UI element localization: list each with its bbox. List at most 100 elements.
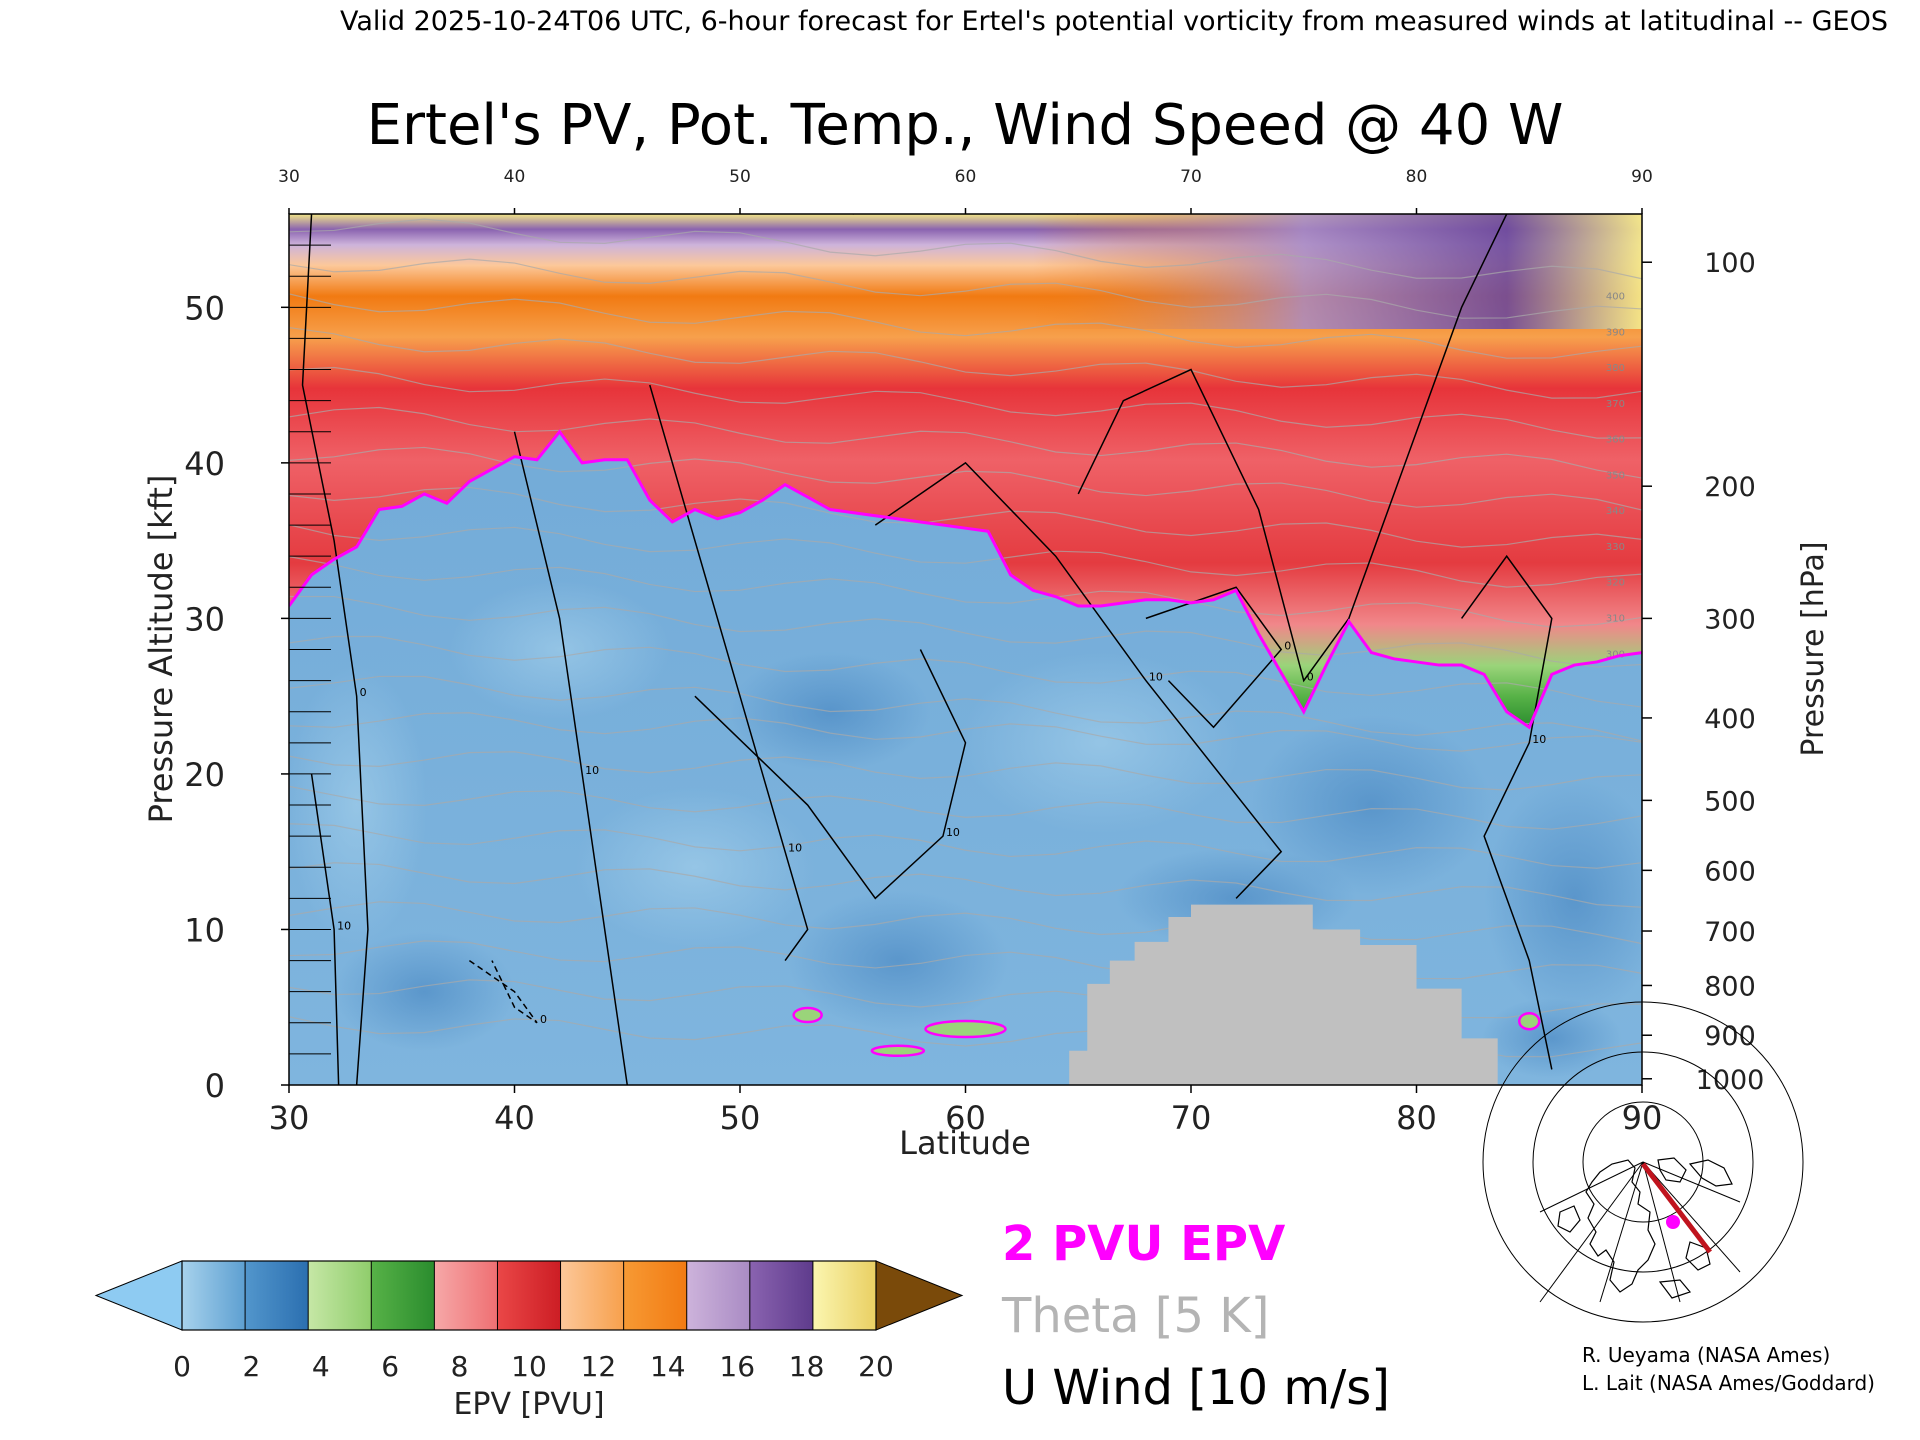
u-wind-label: 0 — [1284, 640, 1291, 653]
map-latitude-ring — [1532, 1051, 1754, 1273]
colorbar-segment — [560, 1261, 625, 1330]
y-tick-label: 20 — [184, 756, 225, 794]
theta-contour — [289, 446, 1642, 511]
epv-texture-blob — [960, 652, 1241, 833]
theta-label: 370 — [1606, 399, 1625, 410]
upper-stratosphere-tint — [289, 214, 1642, 329]
colorbar-segment — [623, 1261, 688, 1330]
x-tick-label: 40 — [494, 1099, 535, 1137]
theta-contour — [289, 366, 1642, 439]
pressure-tick-label: 100 — [1704, 248, 1756, 279]
theta-contour — [289, 862, 1642, 908]
u-wind-label: 0 — [540, 1013, 547, 1026]
x-axis-label: Latitude — [899, 1124, 1031, 1162]
pressure-tick-label: 500 — [1704, 786, 1756, 817]
theta-contour — [289, 218, 1642, 280]
u-wind-label: 0 — [1307, 671, 1314, 684]
theta-contour — [289, 901, 1642, 945]
u-wind-contour — [1145, 586, 1283, 729]
y-tick-label: 40 — [184, 445, 225, 483]
low-level-pv-patch — [792, 1006, 823, 1024]
u-wind-label: 10 — [337, 919, 351, 932]
colorbar-tick-label: 12 — [581, 1350, 617, 1383]
credit-line-1: R. Ueyama (NASA Ames) — [1582, 1343, 1830, 1367]
epv-texture-blob — [787, 890, 1008, 1031]
colorbar-over-arrow — [875, 1260, 964, 1331]
colorbar-tick-label: 4 — [312, 1350, 330, 1383]
epv-texture-blob — [449, 579, 670, 720]
pressure-tick-label: 600 — [1704, 856, 1756, 887]
colorbar-tick-label: 14 — [650, 1350, 686, 1383]
colorbar-frame — [181, 1260, 877, 1331]
theta-contour — [289, 823, 1642, 869]
x-tick-label: 50 — [720, 1099, 761, 1137]
colorbar-segment — [497, 1261, 562, 1330]
epv-texture-blob — [289, 665, 427, 945]
theta-contour — [289, 555, 1642, 628]
locator-map — [1482, 1001, 1804, 1323]
theta-label: 320 — [1606, 578, 1625, 589]
top-tick-label: 30 — [278, 167, 300, 187]
colorbar-segment — [749, 1261, 814, 1330]
top-tick-label: 40 — [504, 167, 526, 187]
u-wind-label: 10 — [1149, 671, 1163, 684]
theta-label: 340 — [1606, 506, 1625, 517]
valid-time-header: Valid 2025-10-24T06 UTC, 6-hour forecast… — [340, 6, 1888, 37]
colorbar-tick-label: 16 — [719, 1350, 755, 1383]
top-tick-label: 70 — [1180, 167, 1202, 187]
theta-contour — [289, 326, 1642, 399]
section-marker — [1666, 1215, 1680, 1229]
u-wind-contour — [310, 773, 340, 1085]
credit-line-2: L. Lait (NASA Ames/Goddard) — [1582, 1371, 1875, 1395]
u-wind-contour — [1077, 214, 1508, 683]
colorbar-tick-label: 18 — [789, 1350, 825, 1383]
colorbar-tick-label: 0 — [173, 1350, 191, 1383]
y-axis-label: Pressure Altitude [kft] — [142, 475, 180, 824]
u-wind-contour — [301, 214, 369, 1085]
x-tick-label: 70 — [1171, 1099, 1212, 1137]
colorbar-tick-label: 8 — [451, 1350, 469, 1383]
x-tick-label: 60 — [945, 1099, 986, 1137]
u-wind-contour — [468, 959, 538, 1024]
map-latitude-ring — [1582, 1101, 1704, 1223]
cross-section-plot: 300 310 320 330 340 350 360 370 380 390 400 0 10 10 1… — [289, 214, 1642, 1085]
x-tick-label: 30 — [269, 1099, 310, 1137]
theta-contour — [289, 293, 1642, 359]
legend-theta: Theta [5 K] — [1001, 1288, 1270, 1344]
pressure-tick-label: 700 — [1704, 917, 1756, 948]
theta-label: 380 — [1606, 363, 1625, 374]
map-latitude-ring — [1482, 1001, 1804, 1323]
colorbar-tick-label: 20 — [858, 1350, 894, 1383]
theta-contour — [289, 258, 1642, 319]
u-wind-label: 0 — [360, 686, 367, 699]
y-tick-label: 0 — [205, 1067, 225, 1105]
x-tick-label: 80 — [1396, 1099, 1437, 1137]
low-level-pv-patch — [924, 1019, 1007, 1039]
legend-pvu: 2 PVU EPV — [1002, 1216, 1285, 1272]
terrain-mask — [1069, 904, 1498, 1085]
y-tick-label: 30 — [184, 600, 225, 638]
theta-contour — [289, 635, 1642, 708]
section-track — [1641, 1162, 1712, 1254]
colorbar-segment — [434, 1261, 498, 1330]
u-wind-label: 10 — [585, 764, 599, 777]
colorbar-segment — [245, 1261, 309, 1330]
theta-label: 390 — [1606, 327, 1625, 338]
theta-contour — [289, 675, 1642, 742]
epv-texture-blob — [574, 787, 815, 948]
pressure-tick-label: 1000 — [1696, 1065, 1765, 1096]
pressure-axis-label: Pressure [hPa] — [1796, 541, 1831, 756]
epv-texture-blob — [1484, 778, 1642, 1019]
u-wind-contour — [513, 431, 628, 1085]
chart-title: Ertel's PV, Pot. Temp., Wind Speed @ 40 … — [367, 93, 1564, 158]
top-tick-label: 90 — [1631, 167, 1653, 187]
u-wind-contour — [1460, 554, 1553, 1070]
colorbar-segment — [686, 1261, 751, 1330]
pressure-tick-label: 400 — [1704, 704, 1756, 735]
colorbar-segment — [182, 1261, 246, 1330]
u-wind-label: 10 — [946, 826, 960, 839]
low-level-pv-patches — [792, 1006, 1541, 1058]
u-wind-contour — [874, 461, 1283, 899]
